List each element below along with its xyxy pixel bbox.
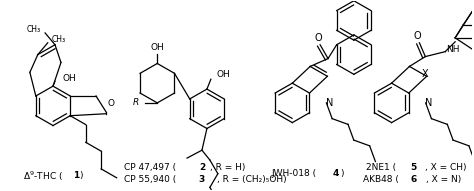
Text: N: N <box>425 98 432 108</box>
Text: CP 55,940 (: CP 55,940 ( <box>124 175 176 184</box>
Text: OH: OH <box>217 70 230 79</box>
Text: 2NE1 (: 2NE1 ( <box>365 163 396 172</box>
Text: CH₃: CH₃ <box>52 35 66 44</box>
Text: 2: 2 <box>199 163 205 172</box>
Text: O: O <box>314 33 322 43</box>
Text: , R = H): , R = H) <box>210 163 246 172</box>
Text: 4: 4 <box>333 169 339 178</box>
Text: 1: 1 <box>73 171 79 180</box>
Text: 3: 3 <box>199 175 205 184</box>
Text: NH: NH <box>447 45 460 54</box>
Text: JWH-018 (: JWH-018 ( <box>272 169 317 178</box>
Text: , X = N): , X = N) <box>426 175 461 184</box>
Text: CH₃: CH₃ <box>27 25 41 34</box>
Text: AKB48 (: AKB48 ( <box>363 175 399 184</box>
Text: OH: OH <box>63 74 77 83</box>
Text: R: R <box>133 98 139 107</box>
Text: ): ) <box>340 169 344 178</box>
Text: X: X <box>422 69 428 79</box>
Text: ): ) <box>79 171 82 180</box>
Text: N: N <box>326 98 333 108</box>
Text: CP 47,497 (: CP 47,497 ( <box>124 163 176 172</box>
Text: , R = (CH₂)₅OH): , R = (CH₂)₅OH) <box>217 175 286 184</box>
Text: OH: OH <box>150 43 164 52</box>
Text: , X = CH): , X = CH) <box>426 163 467 172</box>
Text: $\Delta^9$-THC (: $\Delta^9$-THC ( <box>23 169 63 183</box>
Text: O: O <box>108 99 115 108</box>
Text: 5: 5 <box>410 163 417 172</box>
Text: O: O <box>414 31 421 41</box>
Text: 6: 6 <box>410 175 417 184</box>
